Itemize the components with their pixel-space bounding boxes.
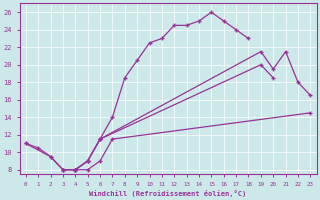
X-axis label: Windchill (Refroidissement éolien,°C): Windchill (Refroidissement éolien,°C): [90, 190, 247, 197]
